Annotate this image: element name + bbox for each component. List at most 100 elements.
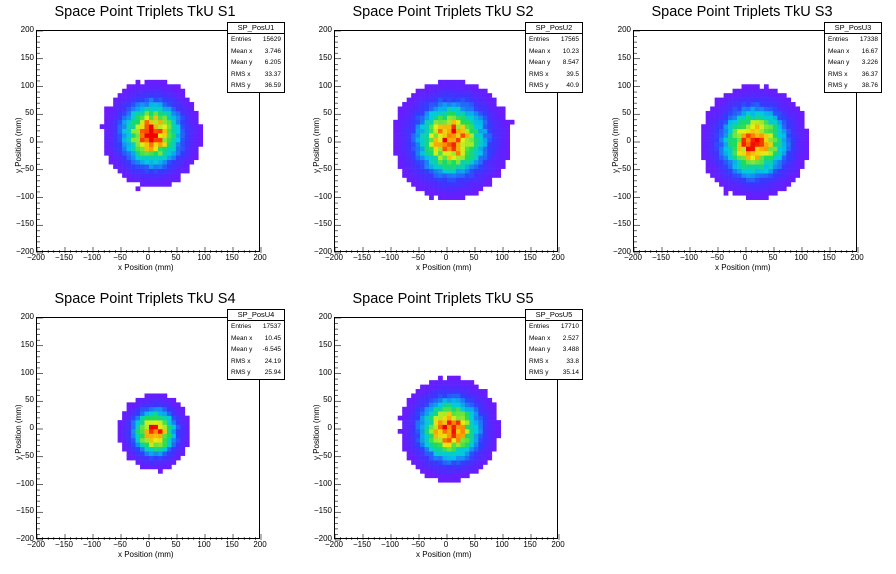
heatmap-bin bbox=[772, 137, 778, 143]
heatmap-bin bbox=[171, 397, 177, 403]
heatmap-bin bbox=[496, 128, 502, 134]
heatmap-bin bbox=[487, 411, 493, 416]
heatmap-bin bbox=[144, 88, 150, 94]
heatmap-bin bbox=[482, 442, 488, 448]
heatmap-bin bbox=[496, 433, 502, 439]
heatmap-bin bbox=[473, 190, 479, 196]
heatmap-bin bbox=[180, 442, 186, 448]
heatmap-bin bbox=[104, 106, 109, 112]
heatmap-bin bbox=[393, 137, 399, 143]
heatmap-bin bbox=[162, 393, 168, 399]
heatmap-bin bbox=[166, 159, 172, 165]
heatmap-bin bbox=[171, 460, 177, 465]
heatmap-bin bbox=[777, 181, 783, 187]
y-tick-label: 0 bbox=[327, 423, 332, 432]
heatmap-bin bbox=[723, 190, 729, 196]
heatmap-bin bbox=[701, 150, 706, 156]
heatmap-bin bbox=[180, 424, 186, 430]
heatmap-bin bbox=[723, 106, 729, 112]
heatmap-bin bbox=[198, 133, 204, 138]
x-tick-label: 100 bbox=[495, 540, 509, 549]
heatmap-bin bbox=[795, 173, 801, 178]
heatmap-bin bbox=[473, 389, 479, 394]
heatmap-bin bbox=[442, 177, 448, 183]
heatmap-bin bbox=[786, 102, 792, 107]
heatmap-bin bbox=[473, 84, 479, 90]
heatmap-bin bbox=[162, 415, 168, 421]
x-tick-label: −50 bbox=[411, 540, 425, 549]
heatmap-bin bbox=[149, 424, 154, 430]
heatmap-bin bbox=[166, 451, 172, 456]
heatmap-bin bbox=[478, 173, 484, 178]
heatmap-bin bbox=[433, 164, 439, 169]
heatmap-bin bbox=[393, 150, 399, 156]
heatmap-bin bbox=[790, 133, 796, 138]
heatmap-bin bbox=[117, 150, 123, 156]
x-tick-label: 0 bbox=[443, 540, 449, 549]
stats-box: SP_PosU1 Entries 15629 Mean x 3.746 Mean y 6.2… bbox=[227, 22, 285, 93]
heatmap-bin bbox=[438, 119, 443, 125]
heatmap-bin bbox=[442, 455, 448, 461]
heatmap-bin bbox=[710, 168, 715, 174]
heatmap-bin bbox=[482, 150, 488, 156]
heatmap-bin bbox=[710, 119, 715, 125]
heatmap-bin bbox=[732, 159, 738, 165]
heatmap-bin bbox=[732, 190, 738, 196]
heatmap-bin bbox=[487, 128, 493, 134]
heatmap-bin bbox=[460, 88, 466, 94]
y-tick-label: 0 bbox=[29, 136, 34, 145]
heatmap-bin bbox=[714, 115, 720, 121]
heatmap-bin bbox=[473, 464, 479, 470]
heatmap-bin bbox=[149, 119, 154, 125]
heatmap-bin bbox=[131, 137, 136, 143]
heatmap-bin bbox=[772, 142, 778, 147]
heatmap-bin bbox=[777, 102, 783, 107]
heatmap-bin bbox=[719, 137, 724, 143]
heatmap-bin bbox=[180, 93, 186, 98]
heatmap-bin bbox=[171, 451, 177, 456]
heatmap-bin bbox=[478, 411, 484, 416]
heatmap-bin bbox=[189, 150, 195, 156]
heatmap-bin bbox=[469, 442, 475, 448]
heatmap-bin bbox=[438, 115, 443, 121]
heatmap-bin bbox=[406, 168, 412, 174]
heatmap-bin bbox=[135, 455, 141, 461]
heatmap-bin bbox=[482, 133, 488, 138]
stats-box: SP_PosU5 Entries 17710 Mean x 2.527 Mean y 3.4… bbox=[525, 309, 583, 380]
heatmap-bin bbox=[460, 84, 466, 90]
x-tick-label: 100 bbox=[197, 253, 211, 262]
heatmap-bin bbox=[728, 106, 733, 112]
heatmap-bin bbox=[131, 173, 136, 178]
heatmap-bin bbox=[122, 411, 127, 416]
heatmap-bin bbox=[763, 190, 769, 196]
heatmap-bin bbox=[433, 420, 439, 425]
heatmap-bin bbox=[126, 97, 132, 103]
heatmap-bin bbox=[420, 442, 425, 448]
heatmap-bin bbox=[166, 155, 172, 161]
heatmap-bin bbox=[180, 429, 186, 434]
heatmap-bin bbox=[420, 150, 425, 156]
stats-value: 17565 bbox=[560, 36, 579, 43]
heatmap-bin bbox=[433, 93, 439, 98]
heatmap-bin bbox=[781, 159, 787, 165]
heatmap-bin bbox=[433, 455, 439, 461]
heatmap-bin bbox=[420, 468, 425, 474]
heatmap-bin bbox=[772, 177, 778, 183]
heatmap-bin bbox=[429, 437, 434, 443]
stats-label: Mean y bbox=[529, 59, 551, 66]
stats-value: 38.76 bbox=[861, 82, 878, 89]
heatmap-bin bbox=[460, 168, 466, 174]
heatmap-bin bbox=[464, 159, 470, 165]
heatmap-bin bbox=[781, 186, 787, 192]
heatmap-bin bbox=[149, 155, 154, 161]
y-tick-label: −100 bbox=[313, 478, 332, 488]
heatmap-bin bbox=[198, 128, 204, 134]
heatmap-bin bbox=[424, 186, 430, 192]
heatmap-bin bbox=[153, 460, 159, 465]
heatmap-bin bbox=[135, 451, 141, 456]
heatmap-bin bbox=[402, 442, 407, 448]
heatmap-bin bbox=[420, 93, 425, 98]
heatmap-bin bbox=[122, 433, 127, 439]
heatmap-bin bbox=[149, 173, 154, 178]
heatmap-bin bbox=[777, 142, 783, 147]
